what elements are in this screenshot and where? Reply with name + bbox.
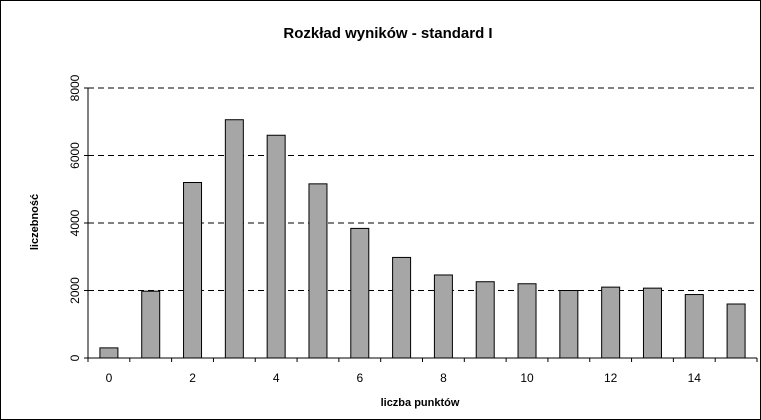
bar-2 xyxy=(183,182,203,359)
x-tick-label: 8 xyxy=(440,371,447,385)
bar-5 xyxy=(308,183,328,359)
bar-3 xyxy=(224,119,244,359)
y-tick-labels: 0 2000 4000 6000 8000 xyxy=(68,74,88,361)
bar-14 xyxy=(684,294,704,359)
bars xyxy=(99,119,746,359)
bar-8 xyxy=(433,274,453,359)
x-tick-label: 2 xyxy=(189,371,196,385)
x-tick-labels: 0 2 4 6 8 10 12 14 xyxy=(87,358,758,385)
bar-7 xyxy=(392,256,412,359)
y-tick-label: 4000 xyxy=(68,209,82,236)
bar-13 xyxy=(642,287,662,359)
bar-9 xyxy=(475,281,495,359)
y-axis-title: liczebność xyxy=(29,194,41,250)
bar-11 xyxy=(559,290,579,359)
x-tick-label: 12 xyxy=(604,371,618,385)
y-tick-label: 2000 xyxy=(68,277,82,304)
bar-4 xyxy=(266,134,286,359)
x-tick-label: 14 xyxy=(688,371,702,385)
chart-title: Rozkład wyników - standard I xyxy=(283,25,492,42)
x-axis-title: liczba punktów xyxy=(381,397,460,409)
y-tick-label: 8000 xyxy=(68,74,82,101)
y-tick-label: 0 xyxy=(68,354,82,361)
bar-10 xyxy=(517,283,537,359)
bar-0 xyxy=(99,347,119,359)
bar-15 xyxy=(726,303,746,359)
bar-12 xyxy=(601,286,621,359)
x-tick-label: 6 xyxy=(356,371,363,385)
x-tick-label: 0 xyxy=(106,371,113,385)
x-tick-label: 10 xyxy=(520,371,534,385)
x-tick-label: 4 xyxy=(273,371,280,385)
y-tick-label: 6000 xyxy=(68,142,82,169)
bar-6 xyxy=(350,227,370,359)
bar-1 xyxy=(141,290,161,359)
